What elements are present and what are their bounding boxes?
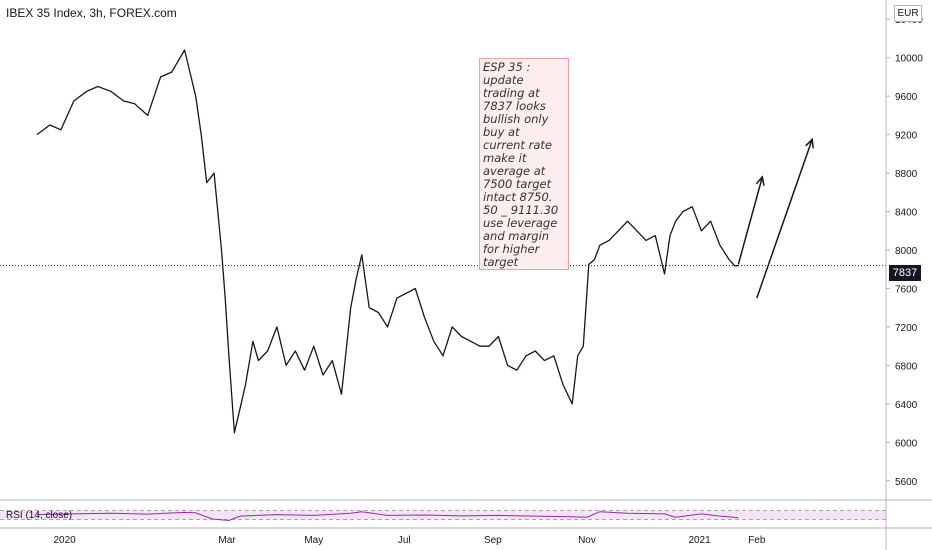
x-tick-label: 2020 xyxy=(53,535,76,546)
currency-button[interactable]: EUR xyxy=(894,5,922,22)
y-tick-label: 9600 xyxy=(895,92,918,103)
x-tick-label: Nov xyxy=(578,535,596,546)
current-price-label: 7837 xyxy=(889,265,921,281)
y-tick-label: 6800 xyxy=(895,361,918,372)
rsi-indicator-label[interactable]: RSI (14, close) xyxy=(6,510,73,521)
y-axis-ticks: 5600 6000 6400 6800 7200 7600 8000 8400 8800 9200… xyxy=(886,15,923,488)
x-tick-label: May xyxy=(304,535,323,546)
x-axis-ticks: 2020 Mar May Jul Sep Nov 2021 Feb xyxy=(53,535,765,546)
chart-title: IBEX 35 Index, 3h, FOREX.com xyxy=(6,6,177,20)
y-tick-label: 8800 xyxy=(895,169,918,180)
y-tick-label: 7200 xyxy=(895,323,918,334)
y-tick-label: 10000 xyxy=(895,54,923,65)
y-tick-label: 6400 xyxy=(895,400,918,411)
trend-arrow-line xyxy=(737,176,764,265)
trend-arrow-line xyxy=(756,139,813,299)
x-tick-label: Sep xyxy=(484,535,502,546)
y-tick-label: 8000 xyxy=(895,246,918,257)
x-tick-label: Mar xyxy=(218,535,236,546)
y-tick-label: 8400 xyxy=(895,208,918,219)
trend-arrow-head xyxy=(805,137,814,149)
x-tick-label: 2021 xyxy=(688,535,711,546)
rsi-plot xyxy=(0,510,886,522)
annotation-note[interactable]: ESP 35 : update trading at 7837 looks bu… xyxy=(479,58,569,270)
x-tick-label: Feb xyxy=(748,535,766,546)
price-series-line xyxy=(36,49,739,434)
price-plot xyxy=(0,49,886,434)
rsi-series-line xyxy=(36,511,739,522)
y-tick-label: 5600 xyxy=(895,477,918,488)
y-tick-label: 9200 xyxy=(895,131,918,142)
x-tick-label: Jul xyxy=(398,535,411,546)
y-tick-label: 7600 xyxy=(895,284,918,295)
trend-arrow-head xyxy=(755,175,765,186)
y-tick-label: 6000 xyxy=(895,438,918,449)
